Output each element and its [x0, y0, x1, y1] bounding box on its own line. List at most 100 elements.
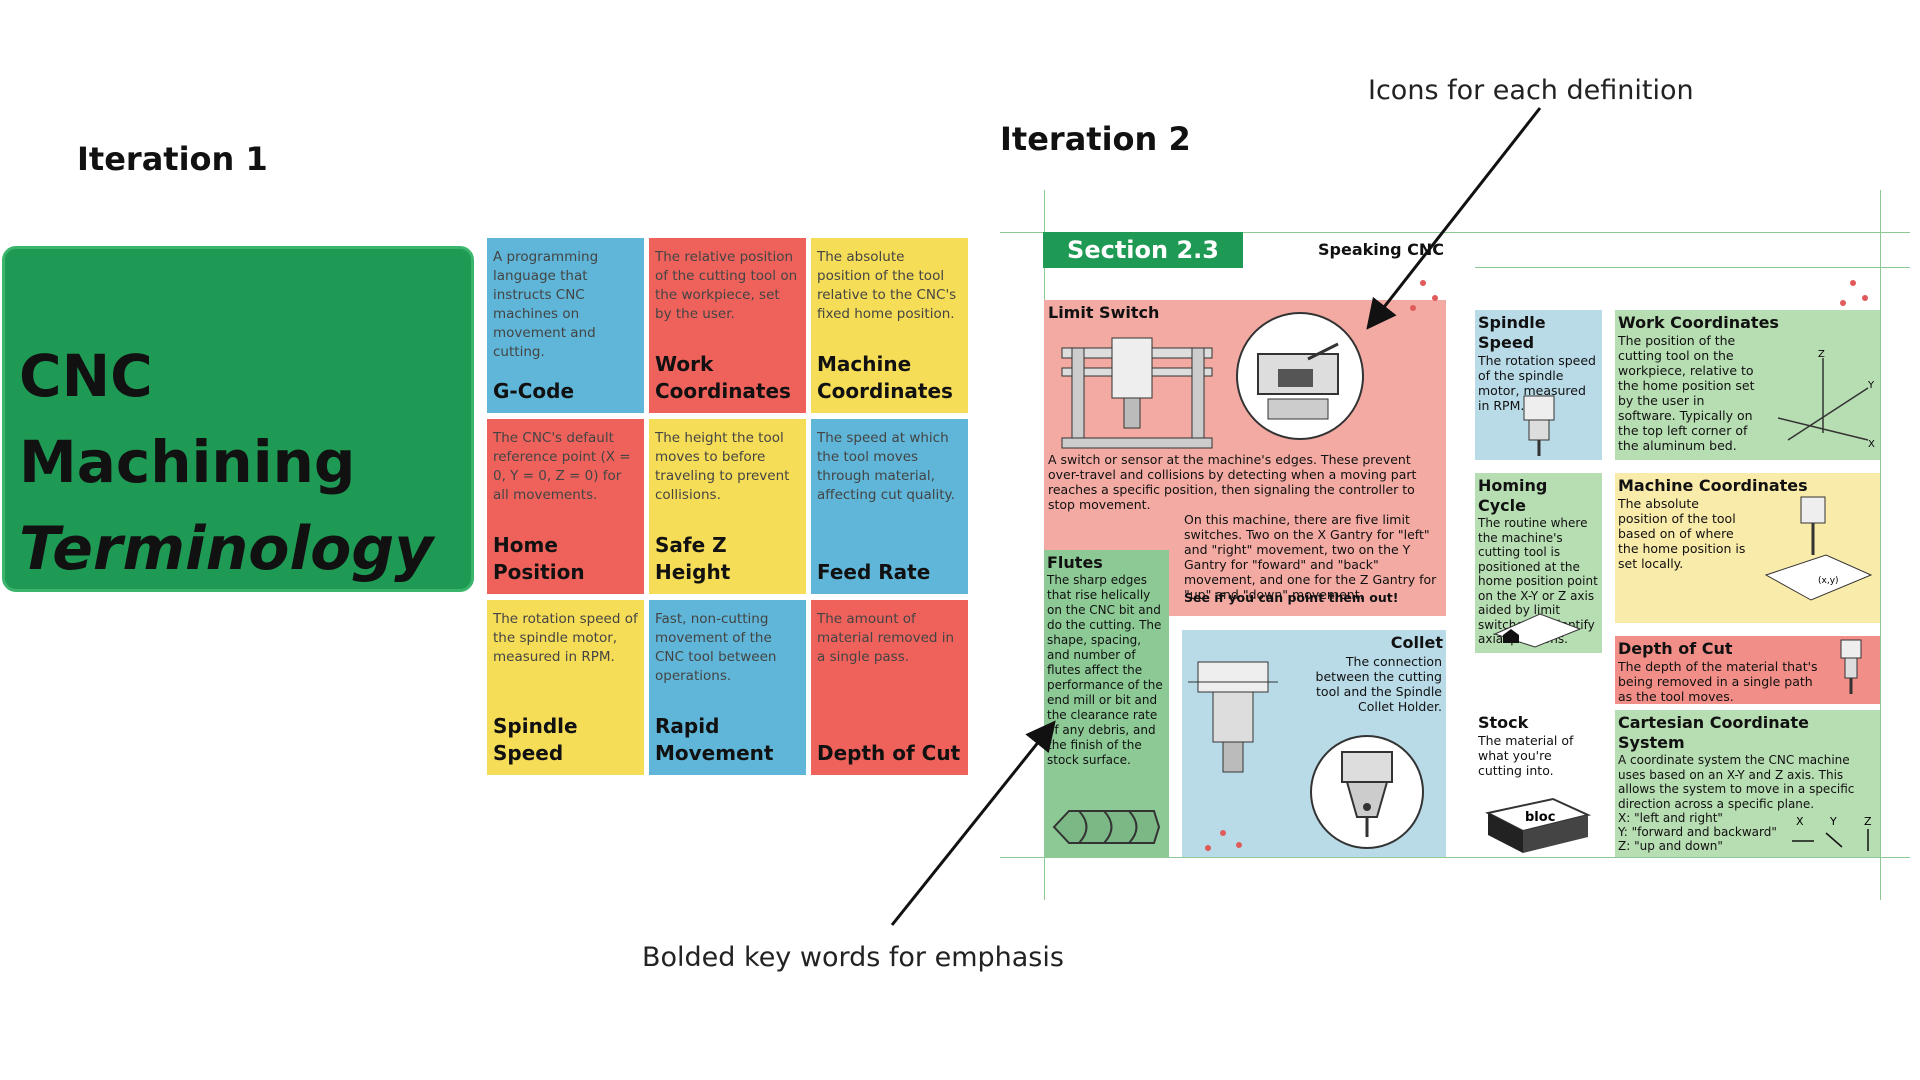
- term-definition: The relative position of the cutting too…: [655, 249, 798, 322]
- term-definition: Fast, non-cutting movement of the CNC to…: [655, 611, 777, 684]
- limit-switch-zoom-circle: [1236, 312, 1364, 440]
- cartesian-description: A coordinate system the CNC machine uses…: [1618, 753, 1855, 811]
- collet-icon: [1341, 751, 1393, 837]
- guide-line: [1000, 857, 1910, 858]
- axis-label-x: X: [1868, 439, 1875, 448]
- flutes-panel: Flutes The sharp edges that rise helical…: [1044, 550, 1169, 857]
- decorative-dot: [1205, 845, 1211, 851]
- term-card: The amount of material removed in a sing…: [811, 600, 968, 775]
- icons-annotation: Icons for each definition: [1368, 75, 1694, 106]
- point-label: (x,y): [1818, 576, 1839, 586]
- cartesian-panel: Cartesian Coordinate System A coordinate…: [1615, 710, 1880, 857]
- guide-line: [1475, 267, 1910, 268]
- spindle-speed-title: Spindle Speed: [1478, 313, 1546, 352]
- work-coordinates-description: The position of the cutting tool on the …: [1618, 333, 1755, 453]
- term-card: The height the tool moves to before trav…: [649, 419, 806, 594]
- term-definition: The CNC's default reference point (X = 0…: [493, 430, 631, 503]
- banner-line-machining: Machining: [19, 428, 356, 496]
- stock-block-label: bloc: [1525, 810, 1555, 825]
- term-card: The rotation speed of the spindle motor,…: [487, 600, 644, 775]
- cartesian-z-line: Z: "up and down": [1618, 839, 1723, 853]
- term-name: Feed Rate: [817, 560, 931, 584]
- speaking-cnc-poster: Section 2.3 Speaking CNC Limit Switch A …: [1000, 190, 1910, 900]
- spindle-motor-icon: [1523, 395, 1555, 456]
- home-plate-icon: [1493, 613, 1582, 648]
- flutes-description: The sharp edges that rise helically on t…: [1047, 573, 1163, 767]
- term-card: A programming language that instructs CN…: [487, 238, 644, 413]
- decorative-dot: [1862, 295, 1868, 301]
- homing-cycle-panel: Homing Cycle The routine where the machi…: [1475, 473, 1602, 653]
- section-title: Speaking CNC: [1318, 240, 1445, 259]
- limit-switch-note: On this machine, there are five limit sw…: [1184, 512, 1437, 602]
- limit-switch-prompt: See if you can point them out!: [1184, 590, 1399, 605]
- term-name: Home Position: [493, 533, 585, 584]
- stock-description: The material of what you're cutting into…: [1478, 733, 1574, 778]
- decorative-dot: [1236, 842, 1242, 848]
- iteration-1-heading: Iteration 1: [77, 140, 268, 178]
- depth-of-cut-panel: Depth of Cut The depth of the material t…: [1615, 636, 1880, 704]
- depth-of-cut-title: Depth of Cut: [1618, 639, 1733, 658]
- decorative-dot: [1420, 280, 1426, 286]
- cartesian-axis-y: Y: [1829, 815, 1837, 828]
- limit-switch-icon: [1257, 342, 1339, 420]
- term-card: The relative position of the cutting too…: [649, 238, 806, 413]
- terminology-banner: CNC Machining Terminology: [2, 246, 474, 592]
- decorative-dot: [1432, 295, 1438, 301]
- depth-of-cut-description: The depth of the material that's being r…: [1618, 659, 1818, 704]
- limit-switch-panel: Limit Switch A switch or sensor at the m…: [1044, 300, 1446, 616]
- cnc-machine-icon: [1061, 337, 1213, 449]
- spindle-speed-description: The rotation speed of the spindle motor,…: [1478, 353, 1596, 413]
- cartesian-axis-z: Z: [1864, 815, 1872, 828]
- term-definition: The speed at which the tool moves throug…: [817, 430, 955, 503]
- limit-switch-description: A switch or sensor at the machine's edge…: [1048, 452, 1417, 512]
- stock-title: Stock: [1478, 713, 1529, 732]
- limit-switch-title: Limit Switch: [1048, 303, 1160, 322]
- term-definition: The rotation speed of the spindle motor,…: [493, 611, 638, 665]
- cartesian-y-line: Y: "forward and backward": [1618, 825, 1777, 839]
- stock-block-icon: bloc: [1485, 797, 1592, 853]
- term-definition: The amount of material removed in a sing…: [817, 611, 955, 665]
- spindle-speed-panel: Spindle Speed The rotation speed of the …: [1475, 310, 1602, 460]
- term-card-grid: A programming language that instructs CN…: [487, 238, 968, 778]
- banner-line-terminology: Terminology: [19, 514, 434, 584]
- term-card: The absolute position of the tool relati…: [811, 238, 968, 413]
- term-name: G-Code: [493, 379, 575, 403]
- end-mill-icon: [1052, 810, 1161, 844]
- decorative-dot: [1410, 305, 1416, 311]
- collet-panel: Collet The connection between the cuttin…: [1182, 630, 1446, 857]
- section-badge: Section 2.3: [1043, 232, 1243, 268]
- term-name: Safe Z Height: [655, 533, 731, 584]
- spindle-assembly-icon: [1188, 661, 1278, 773]
- term-card: Fast, non-cutting movement of the CNC to…: [649, 600, 806, 775]
- term-card: The CNC's default reference point (X = 0…: [487, 419, 644, 594]
- iteration-2-heading: Iteration 2: [1000, 120, 1191, 158]
- axis-arrows-icon: X Y Z: [1792, 815, 1872, 851]
- homing-cycle-title: Homing Cycle: [1478, 476, 1548, 515]
- term-name: Rapid Movement: [655, 714, 774, 765]
- term-definition: The height the tool moves to before trav…: [655, 430, 790, 503]
- decorative-dot: [1850, 280, 1856, 286]
- collet-description: The connection between the cutting tool …: [1315, 654, 1442, 714]
- decorative-dot: [1220, 830, 1226, 836]
- stock-panel: Stock The material of what you're cuttin…: [1475, 710, 1602, 857]
- machine-coordinates-panel: Machine Coordinates The absolute positio…: [1615, 473, 1880, 623]
- flutes-title: Flutes: [1047, 553, 1103, 572]
- term-name: Spindle Speed: [493, 714, 578, 765]
- axis-label-y: Y: [1867, 380, 1875, 391]
- axis-label-z: Z: [1818, 349, 1825, 360]
- collet-zoom-circle: [1310, 735, 1424, 849]
- cartesian-x-line: X: "left and right": [1618, 811, 1723, 825]
- cartesian-axis-x: X: [1796, 815, 1804, 828]
- cartesian-title: Cartesian Coordinate System: [1618, 713, 1809, 752]
- decorative-dot: [1840, 300, 1846, 306]
- tool-over-bed-icon: (x,y): [1764, 496, 1873, 601]
- 3d-axes-icon: Z Y X: [1777, 349, 1875, 448]
- work-coordinates-title: Work Coordinates: [1618, 313, 1779, 332]
- machine-coordinates-title: Machine Coordinates: [1618, 476, 1808, 495]
- term-name: Depth of Cut: [817, 741, 961, 765]
- work-coordinates-panel: Work Coordinates The position of the cut…: [1615, 310, 1880, 460]
- term-name: Work Coordinates: [655, 352, 791, 403]
- term-name: Machine Coordinates: [817, 352, 953, 403]
- banner-line-cnc: CNC: [19, 342, 153, 410]
- guide-line: [1880, 190, 1881, 900]
